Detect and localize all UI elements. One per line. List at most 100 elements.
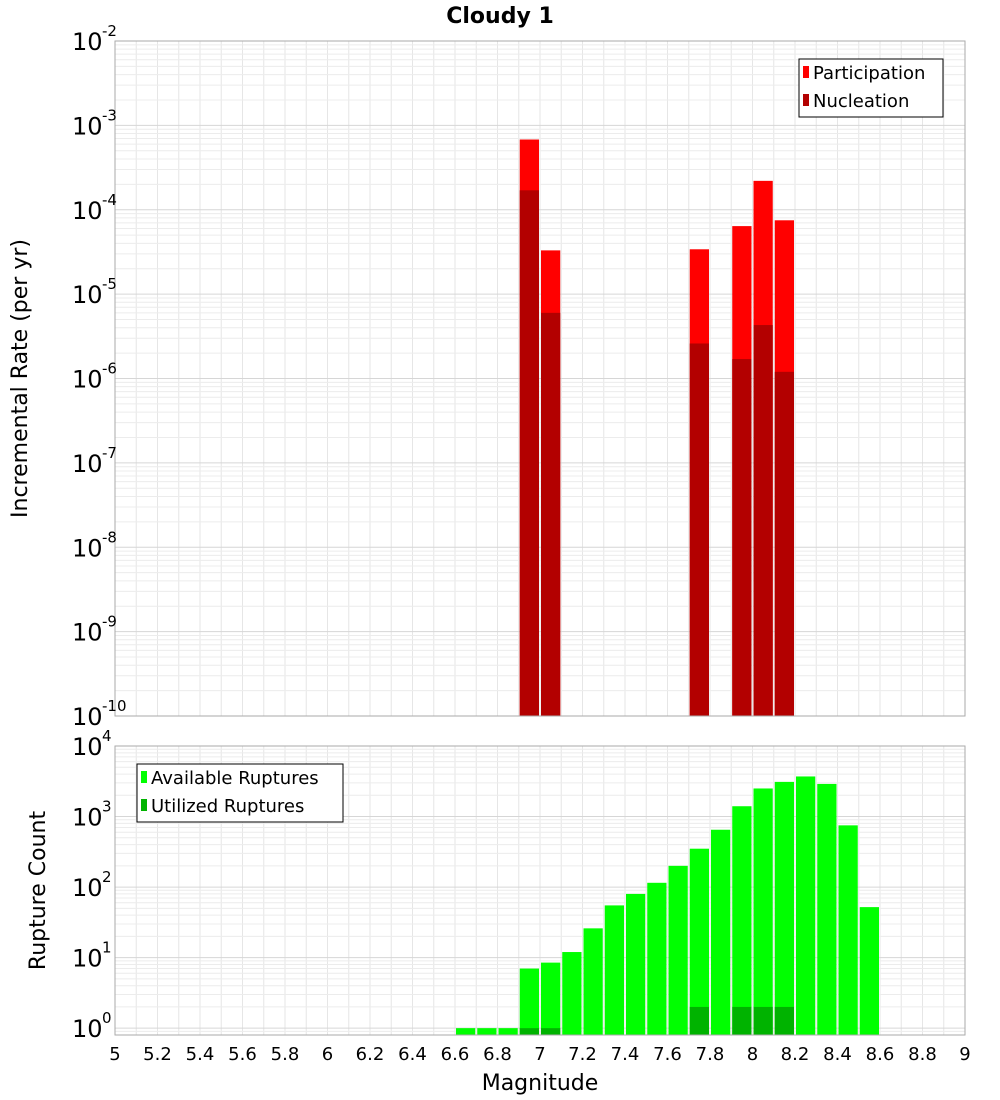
x-tick-label: 8.2 [781, 1044, 810, 1065]
y-tick-base: 10 [72, 112, 103, 140]
bar-available-ruptures [562, 952, 582, 1035]
y-tick-exponent: -5 [102, 275, 117, 293]
x-tick-label: 8 [747, 1044, 758, 1065]
bar-nucleation [732, 359, 752, 716]
y-tick-label: 10 4 [72, 727, 112, 761]
x-tick-label: 7.2 [568, 1044, 597, 1065]
bar-available-ruptures [498, 1028, 518, 1035]
y-tick-base: 10 [72, 703, 103, 731]
x-tick-label: 7.8 [696, 1044, 725, 1065]
bar-available-ruptures [796, 776, 816, 1035]
bottom-bars [456, 776, 879, 1035]
x-tick-label: 6 [322, 1044, 333, 1065]
y-tick-label: 10 0 [72, 1009, 112, 1043]
bar-utilized-ruptures [541, 1028, 561, 1035]
bar-available-ruptures [732, 806, 752, 1035]
x-tick-label: 8.6 [866, 1044, 895, 1065]
y-tick-label: 10 -7 [72, 444, 117, 478]
x-tick-labels: 5 5.2 5.4 5.6 5.8 6 6.2 6.4 6.6 6.8 7 7.2 7.4 7.6 7.8 8… [109, 1044, 970, 1065]
legend-box [798, 58, 944, 118]
bottom-gridlines [114, 745, 966, 1036]
bar-available-ruptures [753, 788, 773, 1035]
y-tick-base: 10 [72, 945, 103, 973]
bar-available-ruptures [711, 829, 731, 1035]
bar-utilized-ruptures [774, 1006, 794, 1035]
y-tick-label: 10 3 [72, 798, 112, 832]
y-tick-label: 10 -2 [72, 22, 117, 56]
bar-available-ruptures [519, 968, 539, 1035]
bar-utilized-ruptures [689, 1006, 709, 1035]
bar-available-ruptures [668, 865, 688, 1035]
legend-box [136, 763, 344, 823]
bar-nucleation [519, 190, 539, 716]
x-tick-label: 5.4 [186, 1044, 215, 1065]
top-bars [519, 139, 794, 717]
x-tick-label: 6.6 [441, 1044, 470, 1065]
bottom-y-axis-label: Rupture Count [26, 811, 51, 971]
bar-available-ruptures [477, 1028, 497, 1035]
y-tick-label: 10 -8 [72, 528, 117, 562]
y-tick-label: 10 -5 [72, 275, 117, 309]
x-tick-label: 9 [959, 1044, 970, 1065]
x-tick-label: 5.8 [271, 1044, 300, 1065]
bar-available-ruptures [689, 848, 709, 1035]
y-tick-exponent: 2 [102, 868, 112, 886]
legend-swatch [141, 771, 147, 783]
bar-available-ruptures [456, 1028, 476, 1035]
y-tick-exponent: 4 [102, 727, 112, 745]
y-tick-label: 10 -3 [72, 106, 117, 140]
x-tick-label: 7.6 [653, 1044, 682, 1065]
bar-utilized-ruptures [732, 1006, 752, 1035]
y-tick-base: 10 [72, 1015, 103, 1043]
bar-utilized-ruptures [753, 1006, 773, 1035]
y-tick-base: 10 [72, 804, 103, 832]
x-tick-label: 6.4 [398, 1044, 427, 1065]
bar-nucleation [774, 371, 794, 716]
y-tick-exponent: 1 [102, 939, 112, 957]
x-tick-label: 6.8 [483, 1044, 512, 1065]
y-tick-exponent: -6 [102, 360, 117, 378]
legend-label: Nucleation [813, 91, 909, 112]
y-tick-label: 10 -9 [72, 613, 117, 647]
legend-label: Available Ruptures [151, 768, 319, 789]
y-tick-base: 10 [72, 366, 103, 394]
bar-available-ruptures [647, 882, 667, 1035]
y-tick-exponent: -3 [102, 106, 117, 124]
legend-swatch [803, 94, 809, 106]
y-tick-base: 10 [72, 874, 103, 902]
top-plot-border [114, 40, 966, 717]
legend-swatch [141, 799, 147, 811]
y-tick-label: 10 -4 [72, 191, 117, 225]
y-tick-base: 10 [72, 619, 103, 647]
y-tick-exponent: 3 [102, 798, 112, 816]
x-tick-label: 7.4 [611, 1044, 640, 1065]
x-axis-label: Magnitude [482, 1071, 599, 1096]
y-tick-label: 10 -10 [72, 697, 127, 731]
y-tick-exponent: -2 [102, 22, 117, 40]
y-tick-label: 10 -6 [72, 360, 117, 394]
x-tick-label: 5 [109, 1044, 120, 1065]
bar-utilized-ruptures [519, 1028, 539, 1035]
y-tick-label: 10 1 [72, 939, 112, 973]
bar-nucleation [753, 325, 773, 716]
bar-nucleation [541, 312, 561, 716]
y-tick-exponent: -4 [102, 191, 117, 209]
legend-label: Participation [813, 63, 925, 84]
bar-available-ruptures [859, 907, 879, 1035]
legend-label: Utilized Ruptures [151, 796, 304, 817]
bar-available-ruptures [774, 781, 794, 1035]
y-tick-exponent: -8 [102, 528, 117, 546]
y-tick-exponent: -7 [102, 444, 117, 462]
bar-available-ruptures [604, 905, 624, 1035]
top-legend: Participation Nucleation [798, 58, 944, 118]
y-tick-base: 10 [72, 28, 103, 56]
x-tick-label: 7 [534, 1044, 545, 1065]
y-tick-base: 10 [72, 450, 103, 478]
chart-title: Cloudy 1 [446, 4, 554, 29]
x-tick-label: 8.4 [823, 1044, 852, 1065]
y-tick-base: 10 [72, 534, 103, 562]
